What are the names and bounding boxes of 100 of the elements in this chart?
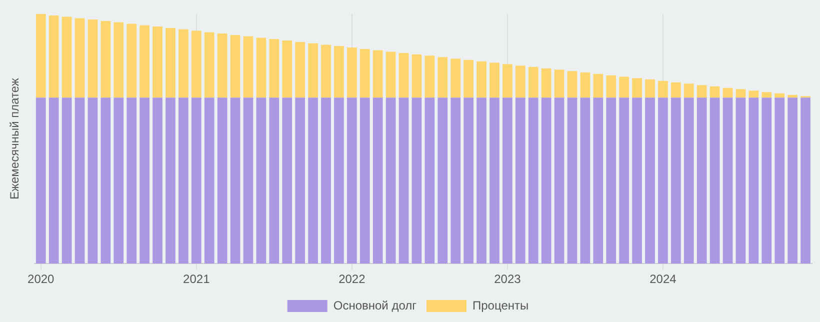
bar — [295, 98, 306, 264]
bar — [140, 98, 150, 264]
bar — [398, 52, 409, 98]
bar — [722, 98, 733, 264]
bar — [658, 80, 668, 98]
bar — [515, 66, 526, 98]
bar — [788, 94, 798, 98]
bar — [334, 46, 344, 98]
bar — [88, 98, 98, 264]
x-tick-label: 2020 — [28, 272, 55, 286]
bar — [710, 98, 720, 264]
legend-label: Проценты — [472, 298, 529, 312]
bar — [580, 98, 590, 264]
bar — [424, 56, 435, 98]
bar — [74, 98, 85, 264]
bar — [114, 22, 124, 98]
bar — [204, 98, 214, 264]
bar — [360, 48, 370, 98]
bar — [438, 98, 448, 264]
bar — [619, 98, 630, 264]
bar — [567, 71, 578, 98]
bar — [619, 76, 630, 98]
bar — [126, 98, 137, 264]
bar — [554, 98, 564, 264]
bar — [166, 28, 176, 98]
x-tick-label: 2021 — [183, 272, 210, 286]
bar — [774, 93, 785, 98]
bar — [645, 98, 655, 264]
bar — [74, 18, 85, 98]
bar — [100, 98, 111, 264]
bar — [398, 98, 409, 264]
bar — [126, 24, 137, 98]
bar — [528, 98, 538, 264]
bar — [748, 98, 759, 264]
bar — [736, 89, 746, 98]
bar — [243, 36, 254, 98]
bar — [140, 25, 150, 98]
x-tick-label: 2024 — [650, 272, 677, 286]
bar — [372, 98, 383, 264]
bar — [684, 84, 694, 98]
bar — [308, 43, 318, 98]
bar — [515, 98, 526, 264]
bar — [217, 98, 228, 264]
bar — [670, 98, 681, 264]
bar — [372, 50, 383, 98]
bar — [606, 98, 616, 264]
bar — [217, 33, 228, 98]
bar — [580, 72, 590, 98]
bar — [321, 98, 331, 264]
bar — [114, 98, 124, 264]
x-tick-label: 2022 — [338, 272, 366, 286]
bar — [632, 78, 642, 98]
bar — [166, 98, 176, 264]
x-tick-label: 2023 — [494, 272, 522, 286]
bar — [748, 90, 759, 98]
bar — [48, 16, 59, 98]
bar — [658, 98, 668, 264]
bar — [736, 98, 746, 264]
bar — [269, 98, 280, 264]
bar — [424, 98, 435, 264]
bar — [502, 98, 512, 264]
bar — [152, 26, 162, 98]
bar — [282, 98, 292, 264]
bar — [308, 98, 318, 264]
bar — [295, 42, 306, 98]
bar — [230, 34, 240, 98]
bar — [645, 79, 655, 98]
bar — [178, 98, 188, 264]
bar — [386, 52, 396, 98]
bar — [88, 19, 98, 98]
bar — [696, 98, 707, 264]
bar — [567, 98, 578, 264]
bar — [204, 32, 214, 98]
bar — [684, 98, 694, 264]
bar — [450, 98, 461, 264]
bar — [191, 98, 202, 264]
legend-label: Основной долг — [333, 298, 418, 312]
bar — [321, 44, 331, 98]
bar — [710, 86, 720, 98]
bar — [152, 98, 162, 264]
bar — [774, 98, 785, 264]
bar — [800, 98, 810, 264]
bar — [36, 14, 46, 98]
bar — [243, 98, 254, 264]
bar — [412, 98, 422, 264]
bar — [282, 40, 292, 98]
bar — [541, 98, 552, 264]
bar — [762, 98, 772, 264]
bar — [541, 68, 552, 98]
bar — [178, 29, 188, 98]
bar — [762, 92, 772, 98]
bar — [528, 66, 538, 98]
bar — [788, 98, 798, 264]
bar — [438, 57, 448, 98]
bar — [554, 70, 564, 98]
bar — [450, 58, 461, 98]
bar — [593, 74, 604, 98]
bar — [476, 98, 486, 264]
bar — [346, 47, 357, 98]
bar — [360, 98, 370, 264]
